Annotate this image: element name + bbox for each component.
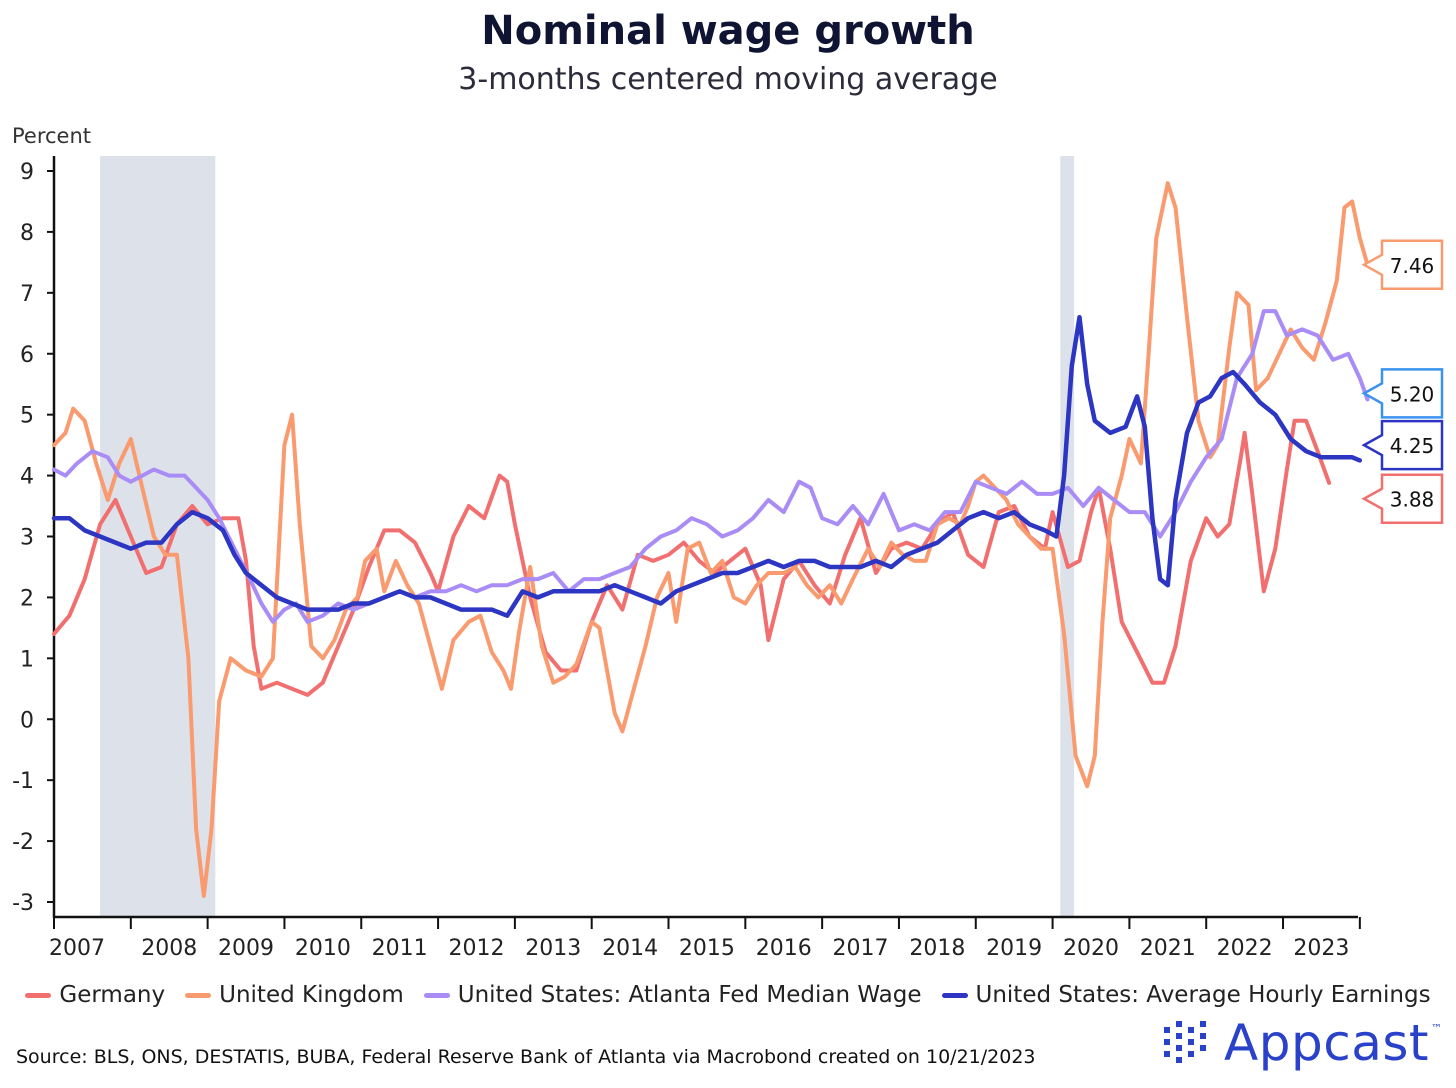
x-tick-label: 2009 — [218, 936, 274, 961]
x-tick-label: 2007 — [49, 936, 105, 961]
series-line — [52, 309, 1370, 624]
y-tick-label: 5 — [20, 404, 34, 429]
series-line — [52, 418, 1332, 697]
x-tick-label: 2015 — [679, 936, 735, 961]
x-tick-label: 2013 — [525, 936, 581, 961]
recession-band — [100, 156, 216, 917]
end-label-box — [1361, 473, 1444, 524]
legend: Germany United Kingdom United States: Atla… — [0, 982, 1456, 1008]
chart-axes: Percent 9 8 7 6 5 4 3 2 1 0 -1 -2 -3 2007 2008 2009 2010 2… — [12, 124, 1361, 961]
y-axis-label: Percent — [12, 124, 91, 148]
source-note: Source: BLS, ONS, DESTATIS, BUBA, Federa… — [16, 1046, 1036, 1068]
end-label-box — [1361, 368, 1444, 419]
legend-item: Germany — [25, 982, 165, 1008]
end-value-label: 5.20 — [1390, 382, 1435, 406]
line-chart: Percent 9 8 7 6 5 4 3 2 1 0 -1 -2 -3 2007 2008 2009 2010 2… — [12, 124, 1444, 961]
y-tick-label: 7 — [20, 282, 34, 307]
x-tick-label: 2016 — [756, 936, 812, 961]
x-tick-label: 2020 — [1063, 936, 1119, 961]
y-tick-label: 8 — [20, 221, 34, 246]
legend-item: United States: Average Hourly Earnings — [941, 982, 1431, 1008]
x-tick-label: 2017 — [833, 936, 889, 961]
y-tick-label: 0 — [20, 708, 34, 733]
legend-swatch — [25, 992, 52, 998]
y-tick-label: 2 — [20, 586, 34, 611]
x-tick-label: 2021 — [1140, 936, 1196, 961]
brand-logo: Appcast ™ — [1160, 1014, 1442, 1072]
series-line — [52, 181, 1370, 898]
end-label-box — [1361, 239, 1444, 291]
y-tick-label: 4 — [20, 465, 34, 490]
legend-swatch — [941, 992, 968, 998]
legend-label: United Kingdom — [219, 982, 404, 1008]
end-value-label: 4.25 — [1390, 434, 1435, 458]
end-label-box — [1361, 419, 1444, 471]
y-tick-label: 9 — [20, 160, 34, 185]
x-tick-label: 2023 — [1293, 936, 1349, 961]
legend-swatch — [423, 992, 450, 998]
x-tick-label: 2022 — [1217, 936, 1273, 961]
y-tick-label: -2 — [12, 830, 34, 855]
legend-label: United States: Atlanta Fed Median Wage — [457, 982, 922, 1008]
legend-label: Germany — [59, 982, 166, 1008]
y-tick-label: -3 — [12, 891, 34, 916]
chart-subtitle: 3-months centered moving average — [458, 62, 998, 97]
recession-band — [1060, 156, 1075, 917]
x-tick-label: 2012 — [448, 936, 504, 961]
y-tick-label: 3 — [20, 526, 34, 551]
chart-title: Nominal wage growth — [481, 8, 975, 54]
x-tick-label: 2011 — [372, 936, 428, 961]
brand-name: Appcast — [1224, 1014, 1429, 1072]
x-tick-label: 2019 — [986, 936, 1042, 961]
y-tick-label: 6 — [20, 343, 34, 368]
legend-item: United Kingdom — [185, 982, 404, 1008]
x-tick-label: 2014 — [602, 936, 658, 961]
y-tick-label: 1 — [20, 647, 34, 672]
x-tick-label: 2010 — [295, 936, 351, 961]
series-line — [51, 314, 1363, 618]
x-tick-label: 2008 — [141, 936, 197, 961]
end-value-label: 3.88 — [1390, 488, 1435, 512]
legend-swatch — [185, 992, 212, 998]
x-tick-label: 2018 — [909, 936, 965, 961]
brand-trademark: ™ — [1431, 1022, 1442, 1035]
legend-label: United States: Average Hourly Earnings — [975, 982, 1431, 1008]
series-lines — [51, 181, 1370, 898]
end-labels: 3.88 7.46 5.20 4.25 — [1361, 239, 1444, 524]
legend-item: United States: Atlanta Fed Median Wage — [423, 982, 922, 1008]
y-tick-label: -1 — [12, 769, 34, 794]
end-value-label: 7.46 — [1390, 254, 1435, 278]
appcast-dots-icon — [1164, 1021, 1207, 1063]
